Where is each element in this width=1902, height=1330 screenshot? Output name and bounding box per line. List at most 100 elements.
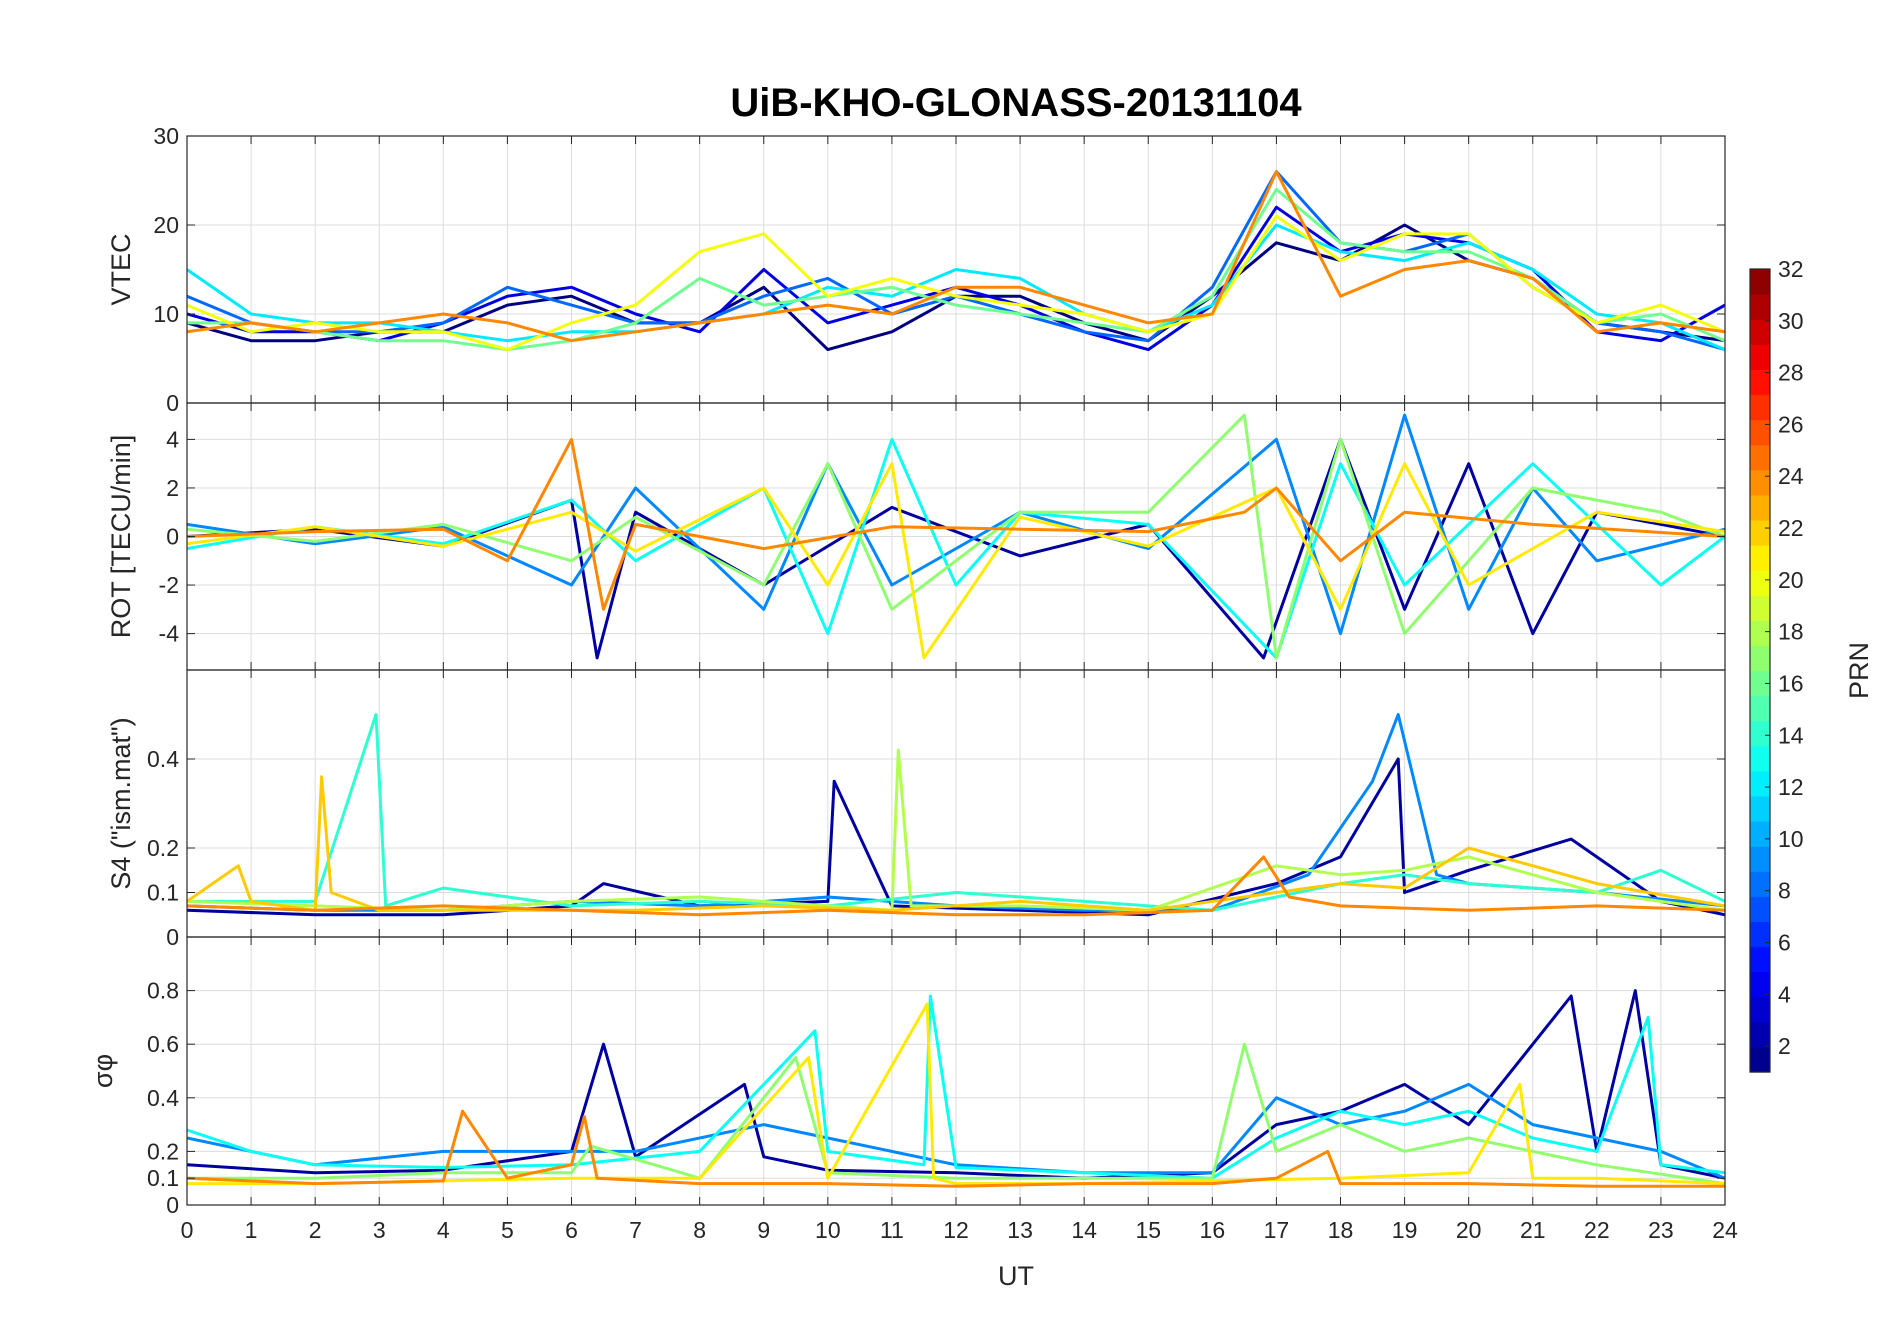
- x-tick-label: 21: [1520, 1217, 1546, 1243]
- x-tick-label: 19: [1392, 1217, 1418, 1243]
- series-line-prn-21: [187, 1002, 1725, 1186]
- y-tick-label: 0.1: [147, 1165, 179, 1191]
- y-tick-label: 20: [153, 212, 179, 238]
- colorbar-tick-label: 6: [1778, 929, 1791, 955]
- colorbar-segment: [1750, 645, 1770, 672]
- x-tick-label: 17: [1264, 1217, 1290, 1243]
- series-line-prn-20: [187, 214, 1725, 352]
- colorbar-segment: [1750, 670, 1770, 697]
- colorbar-segment: [1750, 745, 1770, 772]
- colorbar-segment: [1750, 419, 1770, 446]
- x-tick-label: 5: [501, 1217, 514, 1243]
- colorbar-segment: [1750, 319, 1770, 345]
- series-line-prn-24: [187, 437, 1725, 611]
- colorbar-tick-label: 20: [1778, 567, 1804, 593]
- y-axis-label-panel-1: VTEC: [106, 233, 136, 305]
- series-group: [187, 713, 1725, 917]
- colorbar-segment: [1750, 620, 1770, 647]
- series-group: [187, 989, 1725, 1188]
- colorbar-segment: [1750, 570, 1770, 596]
- colorbar-tick-label: 12: [1778, 774, 1804, 800]
- colorbar-tick-label: 14: [1778, 722, 1804, 748]
- panel-4: 00.10.2 0.4 0.6 0.8 σφ: [88, 936, 1726, 1218]
- x-tick-label: 23: [1648, 1217, 1674, 1243]
- colorbar-segment: [1750, 946, 1770, 973]
- colorbar-frame: [1749, 268, 1771, 1073]
- colorbar-tick-label: 18: [1778, 619, 1804, 645]
- y-axis-label-panel-2: ROT [TECU/min]: [106, 435, 136, 639]
- y-tick-label: 0: [166, 390, 179, 416]
- y-tick-label: 2: [166, 475, 179, 501]
- colorbar-segment: [1750, 494, 1770, 521]
- y-tick-label: 0.1: [147, 880, 179, 906]
- series-group: [187, 413, 1725, 660]
- series-line-prn-13: [187, 994, 1725, 1180]
- colorbar-tick-label: 4: [1778, 981, 1791, 1007]
- panel-2: -4 -2 0 2 4 ROT [TECU/min]: [106, 402, 1726, 671]
- colorbar-segment: [1750, 1021, 1770, 1048]
- x-tick-label: 9: [757, 1217, 770, 1243]
- x-tick-label: 3: [373, 1217, 386, 1243]
- y-tick-label: 4: [166, 426, 179, 452]
- x-tick-label: 10: [815, 1217, 841, 1243]
- y-tick-label: 0.2: [147, 1138, 179, 1164]
- y-tick-label: 0: [166, 524, 179, 550]
- y-tick-label: 0.4: [147, 1085, 179, 1111]
- series-line-prn-17: [187, 1042, 1725, 1186]
- colorbar-segment: [1750, 294, 1770, 320]
- x-tick-label: 20: [1456, 1217, 1482, 1243]
- x-axis-label: UT: [998, 1261, 1034, 1291]
- x-tick-label: 16: [1200, 1217, 1226, 1243]
- series-line-prn-9: [187, 1082, 1725, 1180]
- colorbar-segment: [1750, 595, 1770, 621]
- x-tick-label: 0: [181, 1217, 194, 1243]
- colorbar-segment: [1750, 695, 1770, 722]
- panel-1: 0 10 20 30 VTEC: [106, 123, 1726, 416]
- colorbar-tick-label: 32: [1778, 256, 1804, 282]
- colorbar-segment: [1750, 720, 1770, 747]
- series-line-prn-24: [187, 170, 1725, 343]
- colorbar-tick-label: 22: [1778, 515, 1804, 541]
- colorbar-segment: [1750, 545, 1770, 571]
- x-tick-label: 12: [943, 1217, 969, 1243]
- x-tick-label: 11: [880, 1217, 904, 1243]
- colorbar-segment: [1750, 369, 1770, 396]
- colorbar-segment: [1750, 519, 1770, 546]
- x-tick-label: 6: [565, 1217, 578, 1243]
- colorbar-segment: [1750, 444, 1770, 471]
- x-tick-label: 1: [245, 1217, 258, 1243]
- colorbar-segment: [1750, 269, 1770, 295]
- colorbar-tick-label: 8: [1778, 878, 1791, 904]
- colorbar-segment: [1750, 971, 1770, 998]
- y-tick-label: 30: [153, 123, 179, 149]
- x-tick-label: 18: [1328, 1217, 1354, 1243]
- y-axis-label-panel-4: σφ: [88, 1054, 118, 1088]
- y-tick-label: 0.8: [147, 978, 179, 1004]
- y-tick-label: 0.4: [147, 746, 179, 772]
- x-tick-label: 14: [1071, 1217, 1097, 1243]
- series-line-prn-24: [187, 855, 1725, 917]
- colorbar-segment: [1750, 1046, 1770, 1073]
- y-tick-label: 10: [153, 301, 179, 327]
- colorbar-tick-label: 2: [1778, 1033, 1791, 1059]
- colorbar-label: PRN: [1844, 642, 1874, 699]
- colorbar-segment: [1750, 770, 1770, 797]
- y-tick-label: 0: [166, 1192, 179, 1218]
- colorbar-tick-label: 16: [1778, 670, 1804, 696]
- x-tick-label: 15: [1135, 1217, 1161, 1243]
- colorbar-segment: [1750, 921, 1770, 948]
- y-axis-label-panel-3: S4 ("ism.mat"): [106, 717, 136, 889]
- y-tick-label: -2: [159, 572, 179, 598]
- colorbar-segment: [1750, 394, 1770, 421]
- x-tick-label: 24: [1712, 1217, 1738, 1243]
- y-tick-label: -4: [159, 621, 180, 647]
- series-line-prn-24: [187, 1109, 1725, 1188]
- y-tick-label: 0.6: [147, 1031, 179, 1057]
- colorbar-segment: [1750, 469, 1770, 496]
- colorbar-segment: [1750, 344, 1770, 370]
- x-tick-label: 22: [1584, 1217, 1610, 1243]
- colorbar-tick-label: 28: [1778, 360, 1804, 386]
